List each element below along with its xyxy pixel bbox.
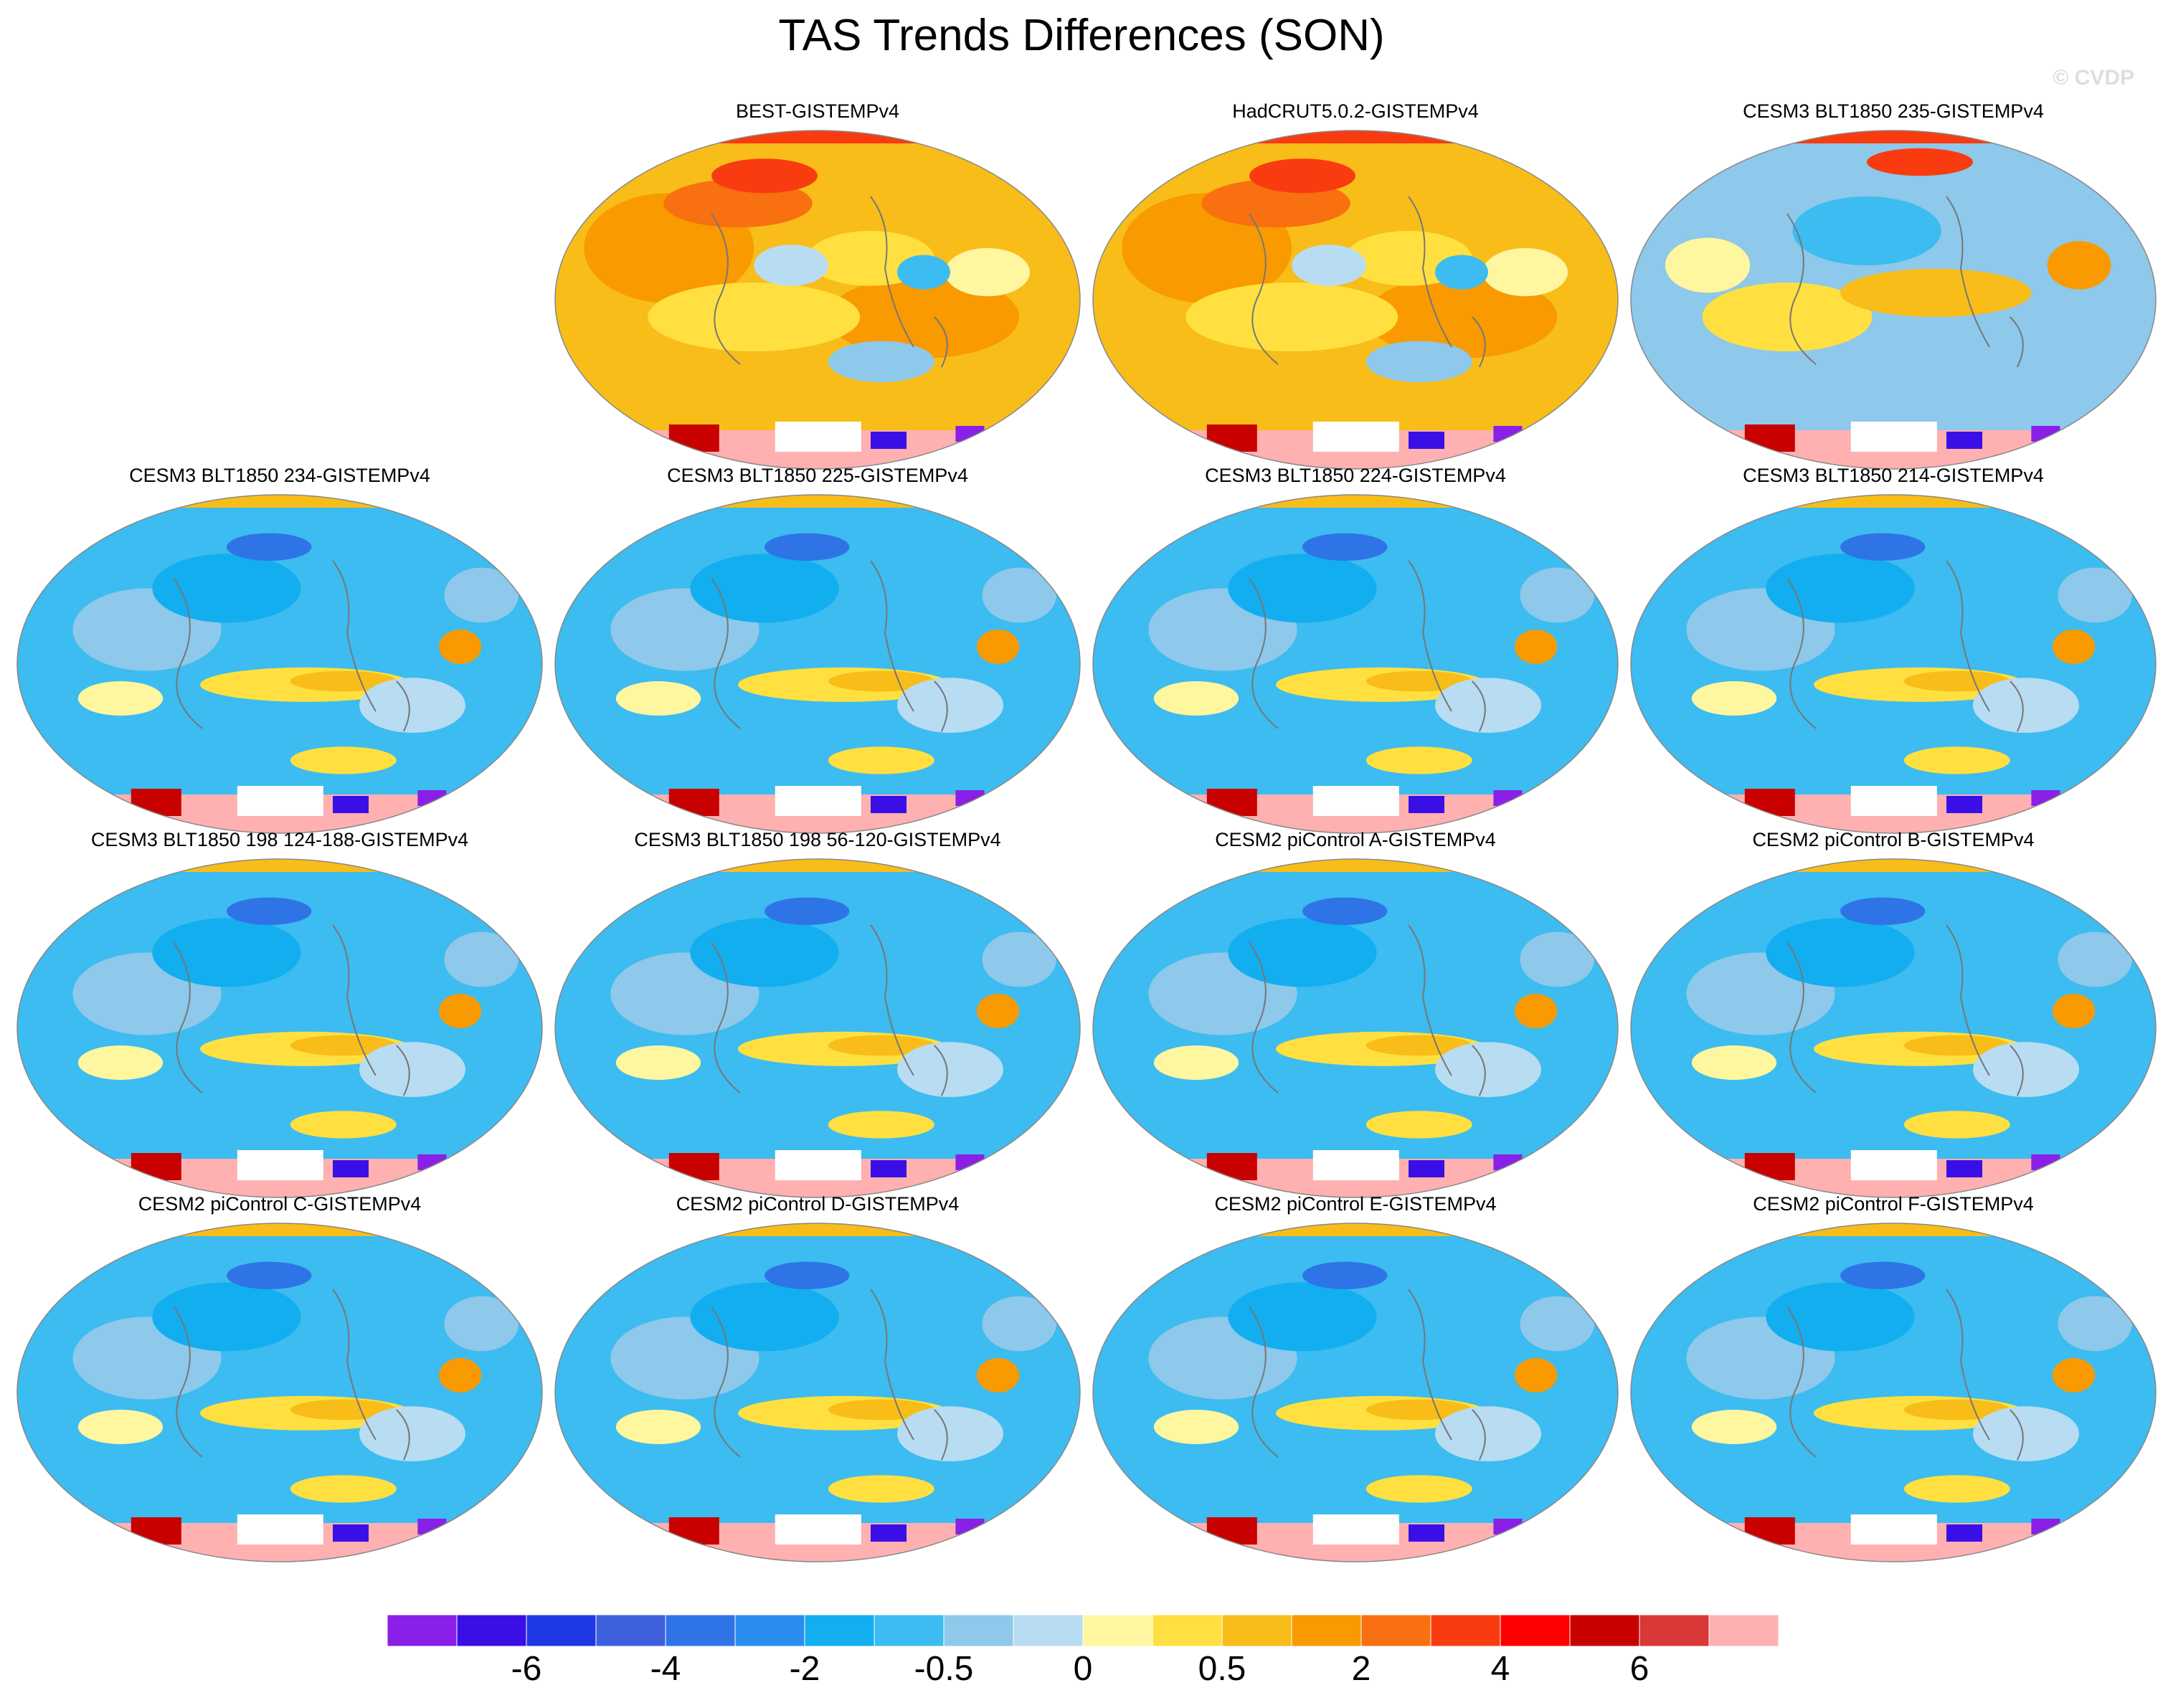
map-field <box>554 1223 1081 1562</box>
watermark: © CVDP <box>2053 66 2134 90</box>
map-panel: CESM2 piControl C-GISTEMPv4 <box>14 1193 545 1566</box>
panel-title: CESM2 piControl A-GISTEMPv4 <box>1215 829 1496 850</box>
colorbar-swatch <box>804 1615 875 1647</box>
colorbar-swatch <box>943 1615 1014 1647</box>
panel-title: CESM3 BLT1850 224-GISTEMPv4 <box>1205 465 1506 486</box>
panel-title: CESM2 piControl D-GISTEMPv4 <box>676 1193 960 1215</box>
map-panel: CESM2 piControl A-GISTEMPv4 <box>1090 829 1621 1202</box>
colorbar-swatch <box>1569 1615 1640 1647</box>
panel-title: CESM3 BLT1850 198 124-188-GISTEMPv4 <box>90 829 469 850</box>
map-field <box>554 494 1081 834</box>
colorbar-tick-label: 0.5 <box>1198 1650 1246 1688</box>
colorbar-tick-label: 4 <box>1490 1650 1510 1688</box>
colorbar-swatch <box>1291 1615 1362 1647</box>
map-panel: CESM2 piControl E-GISTEMPv4 <box>1090 1193 1621 1566</box>
colorbar-swatch <box>1221 1615 1292 1647</box>
map-field <box>1092 130 1619 470</box>
map-panel: BEST-GISTEMPv4 <box>552 100 1083 473</box>
colorbar-swatch <box>1082 1615 1153 1647</box>
map-panel: CESM2 piControl B-GISTEMPv4 <box>1628 829 2159 1202</box>
map-field <box>1630 858 2157 1198</box>
panel-title: CESM3 BLT1850 214-GISTEMPv4 <box>1743 465 2044 486</box>
map-field <box>1092 494 1619 834</box>
map-panel: HadCRUT5.0.2-GISTEMPv4 <box>1090 100 1621 473</box>
map-field <box>16 494 543 834</box>
colorbar-tick-label: -2 <box>789 1650 820 1688</box>
panel-title: CESM2 piControl B-GISTEMPv4 <box>1752 829 2035 850</box>
map-panel: CESM3 BLT1850 214-GISTEMPv4 <box>1628 465 2159 838</box>
map-field <box>554 858 1081 1198</box>
colorbar-swatch <box>874 1615 945 1647</box>
map-panel: CESM2 piControl D-GISTEMPv4 <box>552 1193 1083 1566</box>
colorbar-tick-label: -0.5 <box>914 1650 974 1688</box>
map-panel: CESM3 BLT1850 234-GISTEMPv4 <box>14 465 545 838</box>
map-panel: CESM2 piControl F-GISTEMPv4 <box>1628 1193 2159 1566</box>
colorbar-swatch <box>456 1615 527 1647</box>
map-field <box>1630 130 2157 470</box>
colorbar-swatch <box>1639 1615 1710 1647</box>
colorbar-swatch <box>526 1615 597 1647</box>
colorbar-tick-label: 2 <box>1351 1650 1371 1688</box>
map-field <box>16 1223 543 1562</box>
colorbar-tick-label: -4 <box>650 1650 681 1688</box>
map-field <box>1092 1223 1619 1562</box>
colorbar-swatch <box>665 1615 736 1647</box>
colorbar <box>387 1615 1779 1647</box>
colorbar-swatch <box>387 1615 458 1647</box>
map-panel: CESM3 BLT1850 224-GISTEMPv4 <box>1090 465 1621 838</box>
colorbar-swatch <box>734 1615 805 1647</box>
panel-title: CESM3 BLT1850 225-GISTEMPv4 <box>667 465 968 486</box>
map-field <box>16 858 543 1198</box>
colorbar-tick-label: 6 <box>1629 1650 1650 1688</box>
colorbar-swatch <box>1013 1615 1084 1647</box>
panel-title: CESM3 BLT1850 198 56-120-GISTEMPv4 <box>634 829 1001 850</box>
map-field <box>1630 494 2157 834</box>
colorbar-swatch <box>1360 1615 1431 1647</box>
map-panel: CESM3 BLT1850 225-GISTEMPv4 <box>552 465 1083 838</box>
colorbar-swatch <box>1152 1615 1223 1647</box>
colorbar-tick-label: 0 <box>1073 1650 1093 1688</box>
colorbar-tick-label: -6 <box>511 1650 542 1688</box>
page-title: TAS Trends Differences (SON) <box>778 11 1385 60</box>
panel-title: CESM2 piControl C-GISTEMPv4 <box>138 1193 422 1215</box>
panel-title: CESM2 piControl E-GISTEMPv4 <box>1214 1193 1497 1215</box>
colorbar-swatch <box>1708 1615 1779 1647</box>
map-panel: CESM3 BLT1850 235-GISTEMPv4 <box>1628 100 2159 473</box>
panel-title: HadCRUT5.0.2-GISTEMPv4 <box>1232 100 1479 122</box>
map-panel: CESM3 BLT1850 198 124-188-GISTEMPv4 <box>14 829 545 1202</box>
map-field <box>1092 858 1619 1198</box>
panel-title: CESM3 BLT1850 235-GISTEMPv4 <box>1743 100 2044 122</box>
map-field <box>554 130 1081 470</box>
panel-title: CESM3 BLT1850 234-GISTEMPv4 <box>129 465 430 486</box>
colorbar-swatch <box>595 1615 666 1647</box>
map-field <box>1630 1223 2157 1562</box>
map-panel: CESM3 BLT1850 198 56-120-GISTEMPv4 <box>552 829 1083 1202</box>
colorbar-swatch <box>1430 1615 1501 1647</box>
panel-title: CESM2 piControl F-GISTEMPv4 <box>1753 1193 2034 1215</box>
colorbar-swatch <box>1500 1615 1571 1647</box>
panel-title: BEST-GISTEMPv4 <box>735 100 900 122</box>
